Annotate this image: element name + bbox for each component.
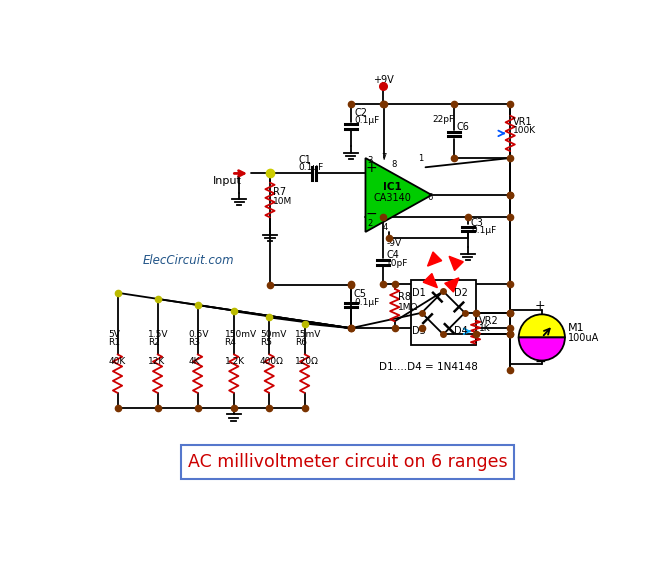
Text: 15mV: 15mV — [295, 331, 322, 339]
Text: 150mV: 150mV — [224, 331, 257, 339]
Text: 8: 8 — [392, 160, 397, 169]
Text: C4: C4 — [386, 250, 399, 260]
Text: 1.2K: 1.2K — [224, 357, 244, 365]
Text: 100uA: 100uA — [568, 334, 599, 343]
Text: R3: R3 — [188, 338, 200, 347]
Text: −: − — [366, 207, 378, 221]
Polygon shape — [365, 158, 432, 232]
Text: D4: D4 — [454, 327, 468, 336]
Text: ElecCircuit.com: ElecCircuit.com — [143, 254, 235, 267]
Text: D3: D3 — [413, 327, 426, 336]
Text: 0.1μF: 0.1μF — [298, 163, 324, 171]
Text: VR1: VR1 — [513, 117, 532, 127]
Text: R8: R8 — [398, 292, 411, 302]
Text: R5: R5 — [260, 338, 272, 347]
Text: D1: D1 — [413, 288, 426, 298]
Polygon shape — [423, 273, 437, 288]
Text: 7: 7 — [381, 153, 386, 162]
Text: 10pF: 10pF — [386, 259, 409, 268]
FancyBboxPatch shape — [181, 445, 514, 479]
Text: 50mV: 50mV — [260, 331, 287, 339]
Polygon shape — [449, 256, 463, 270]
Text: 4K: 4K — [188, 357, 200, 365]
Text: 2: 2 — [367, 219, 372, 228]
Text: +: + — [366, 161, 378, 175]
Text: R7: R7 — [273, 187, 286, 197]
Text: 0.5V: 0.5V — [188, 331, 209, 339]
Text: 0.1μF: 0.1μF — [471, 226, 496, 236]
Text: IC1: IC1 — [383, 182, 402, 192]
Text: 5V: 5V — [109, 331, 120, 339]
Text: -9V: -9V — [387, 239, 402, 248]
Text: 4: 4 — [382, 223, 387, 232]
Text: Input: Input — [213, 176, 242, 186]
Polygon shape — [428, 252, 442, 266]
Text: 400Ω: 400Ω — [260, 357, 284, 365]
Text: 1.5V: 1.5V — [148, 331, 169, 339]
Wedge shape — [519, 314, 565, 338]
Text: 0.1μF: 0.1μF — [354, 298, 379, 307]
Text: 3: 3 — [367, 156, 372, 164]
Polygon shape — [445, 278, 459, 292]
Text: D2: D2 — [454, 288, 468, 298]
FancyBboxPatch shape — [411, 280, 476, 345]
Text: R4: R4 — [224, 338, 237, 347]
Text: AC millivoltmeter circuit on 6 ranges: AC millivoltmeter circuit on 6 ranges — [188, 453, 508, 471]
Text: 1MΩ: 1MΩ — [398, 303, 418, 312]
Text: 22pF: 22pF — [432, 115, 454, 124]
Text: 40K: 40K — [109, 357, 125, 365]
Text: 12K: 12K — [148, 357, 166, 365]
Text: 1: 1 — [418, 154, 423, 163]
Text: 10M: 10M — [273, 197, 292, 206]
Text: CA3140: CA3140 — [374, 193, 411, 203]
Wedge shape — [519, 338, 565, 361]
Text: R2: R2 — [148, 338, 160, 347]
Text: 6: 6 — [427, 193, 432, 201]
Text: D1....D4 = 1N4148: D1....D4 = 1N4148 — [380, 362, 478, 372]
Text: 0.1μF: 0.1μF — [355, 116, 380, 126]
Text: C2: C2 — [355, 108, 368, 118]
Text: 120Ω: 120Ω — [295, 357, 319, 365]
Text: C3: C3 — [471, 218, 484, 228]
Text: C6: C6 — [456, 122, 469, 131]
Text: VR2: VR2 — [478, 316, 499, 325]
Text: M1: M1 — [568, 323, 584, 334]
Text: R6: R6 — [295, 338, 307, 347]
Text: 1K: 1K — [478, 324, 490, 334]
Text: +: + — [535, 299, 545, 312]
Text: −: − — [534, 355, 546, 369]
Text: C1: C1 — [298, 155, 311, 164]
Text: C5: C5 — [354, 290, 367, 299]
Text: R1: R1 — [109, 338, 120, 347]
Text: 100K: 100K — [513, 126, 536, 135]
Text: +9V: +9V — [373, 75, 393, 85]
